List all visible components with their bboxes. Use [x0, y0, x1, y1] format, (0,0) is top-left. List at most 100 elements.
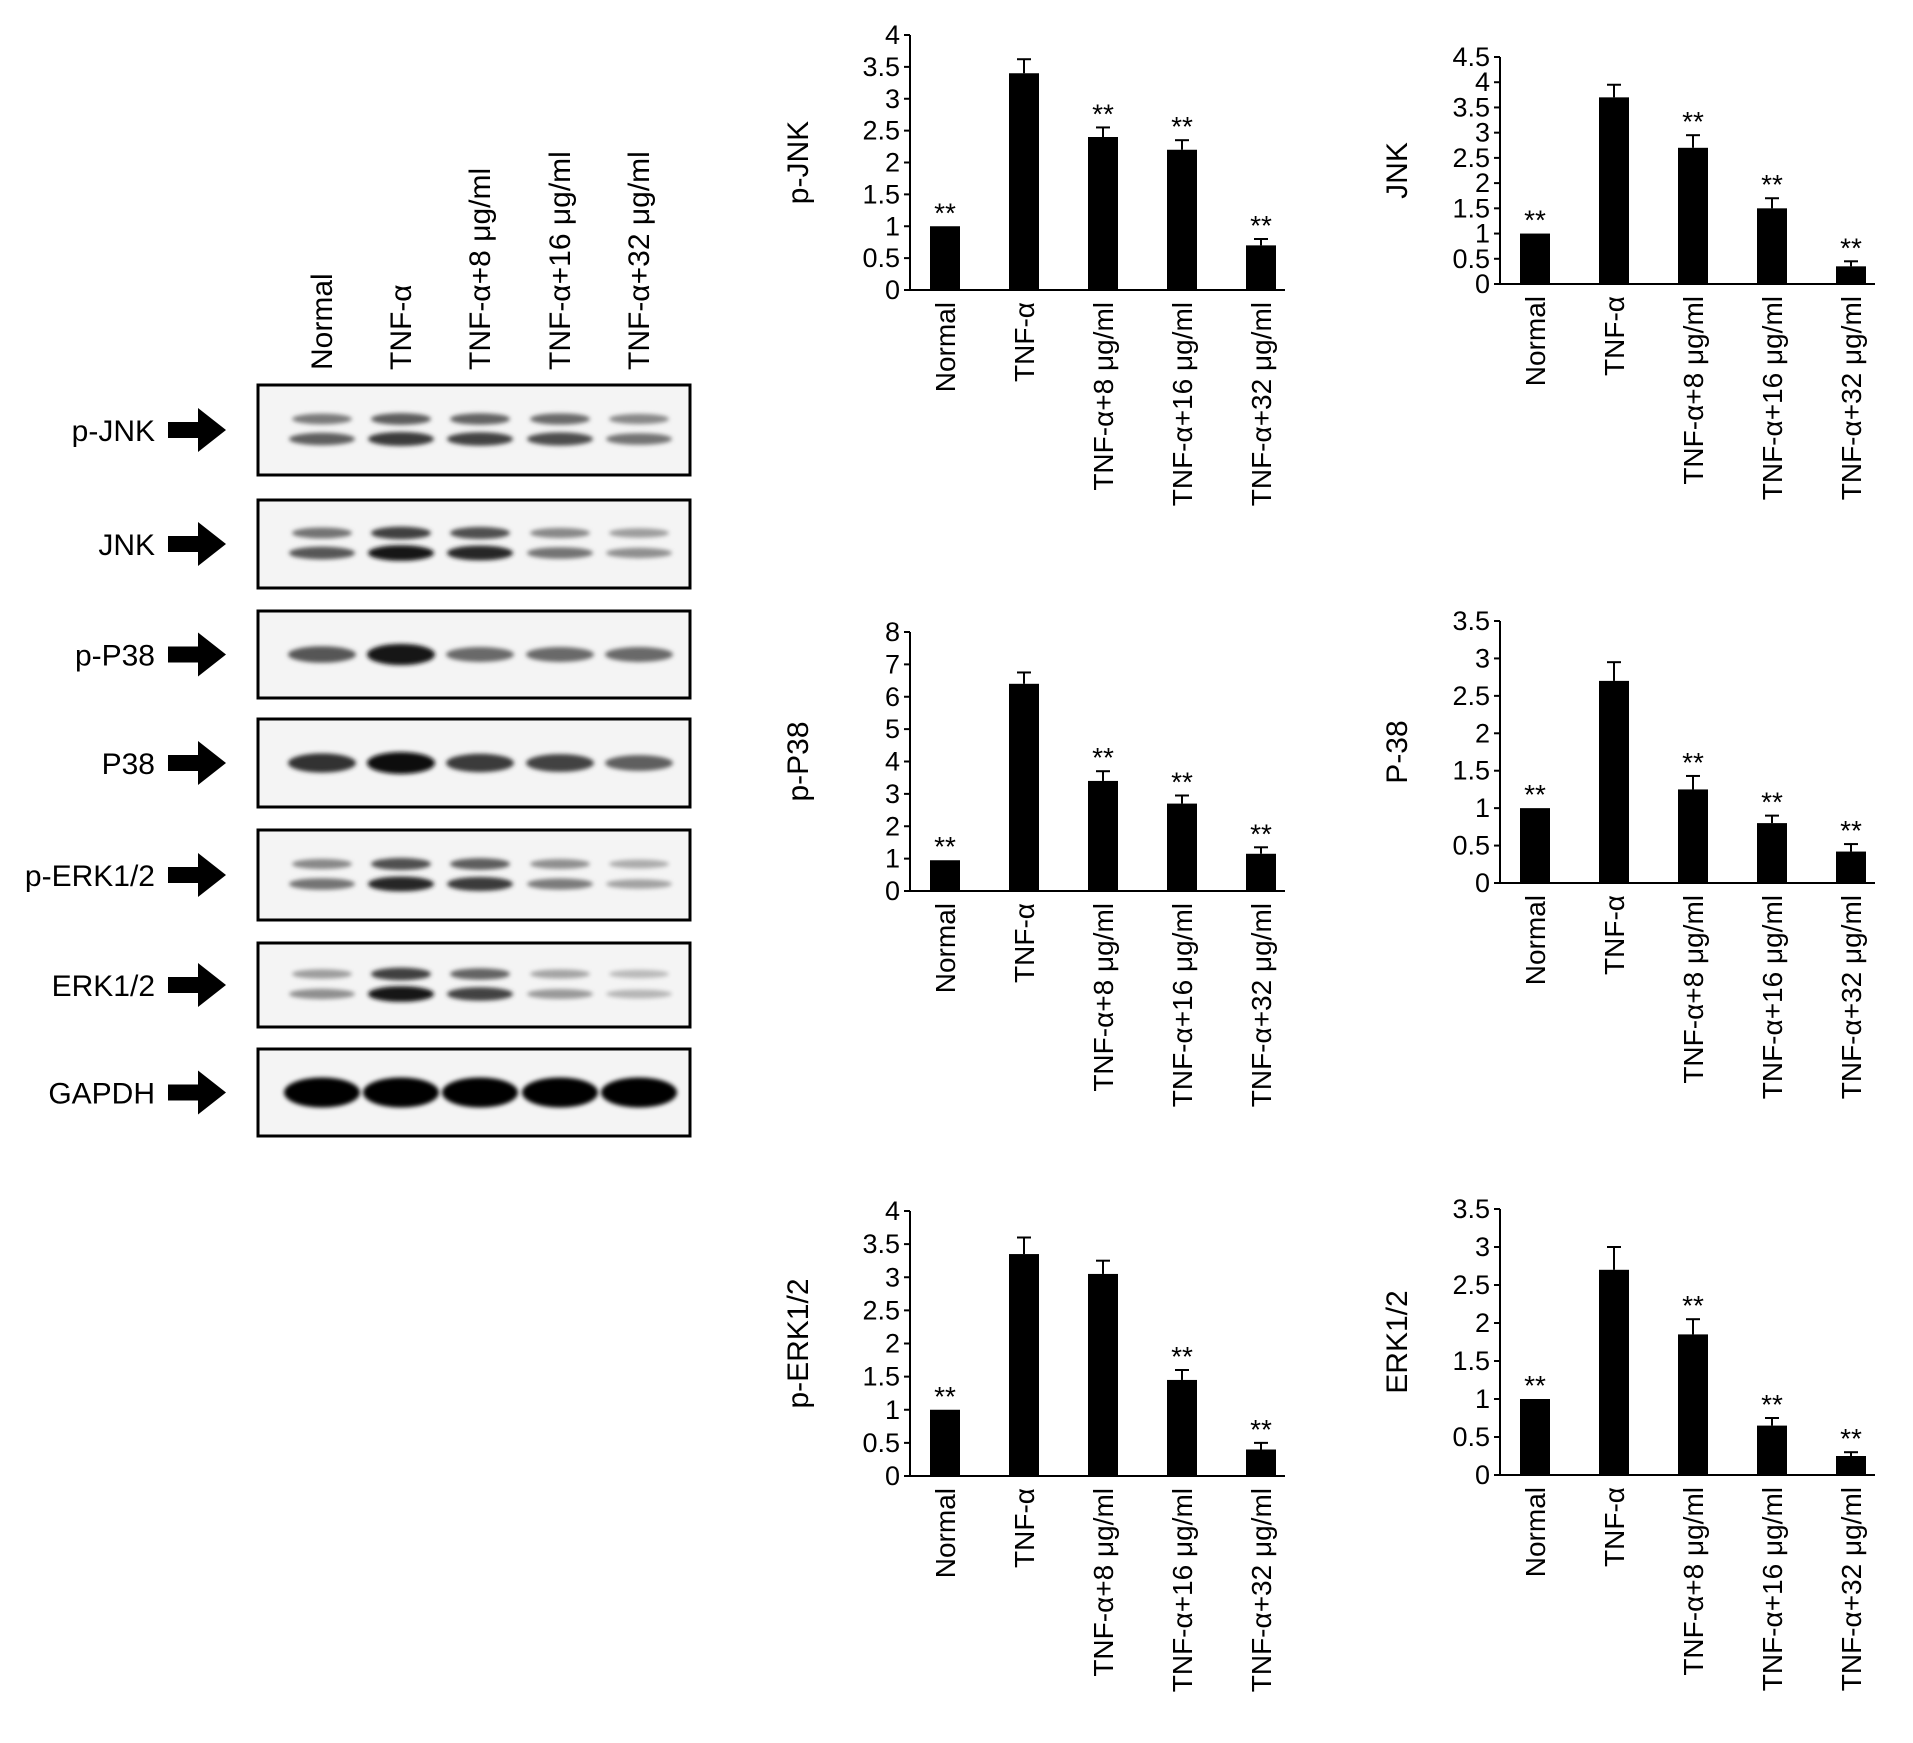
- significance-marker: **: [1682, 1290, 1704, 1321]
- blot-band-upper: [292, 413, 352, 425]
- y-axis-label: p-JNK: [782, 121, 815, 204]
- bar: [1599, 680, 1629, 883]
- y-tick-label: 1.5: [862, 1362, 900, 1392]
- y-tick-label: 2: [1475, 1308, 1490, 1338]
- arrow-right-icon: [168, 963, 226, 1007]
- significance-marker: **: [1092, 98, 1114, 129]
- blot-row: GAPDH: [48, 1047, 692, 1138]
- blot-row-label: p-ERK1/2: [25, 860, 155, 893]
- y-tick-label: 4.5: [1452, 42, 1490, 72]
- significance-marker: **: [1761, 1389, 1783, 1420]
- x-category-label: TNF-α: [1599, 296, 1630, 376]
- y-tick-label: 1.5: [1452, 193, 1490, 223]
- arrow-right-icon: [168, 522, 226, 566]
- blot-lane-label: TNF-α+8 μg/ml: [464, 168, 497, 370]
- blot-band: [367, 643, 435, 666]
- blot-band: [446, 753, 514, 773]
- bar: [1088, 1273, 1118, 1476]
- significance-marker: **: [1524, 1370, 1546, 1401]
- bar-chart: 0 0.5 1 1.5 2 2.5 3 3.5 P-38 ** Normal TNF-α ** TNF-α…: [1381, 606, 1875, 1099]
- bar: [1678, 1334, 1708, 1475]
- blot-band-upper: [292, 527, 352, 539]
- y-tick-label: 2: [885, 1329, 900, 1359]
- bar: [1167, 803, 1197, 891]
- y-tick-label: 0: [885, 876, 900, 906]
- y-tick-label: 2: [1475, 168, 1490, 198]
- blot-band-upper: [530, 859, 590, 869]
- x-category-label: TNF-α+16 μg/ml: [1167, 1488, 1198, 1692]
- arrow-right-icon: [168, 408, 226, 452]
- significance-marker: **: [1682, 747, 1704, 778]
- x-category-label: TNF-α+16 μg/ml: [1167, 302, 1198, 506]
- y-tick-label: 1: [1475, 219, 1490, 249]
- y-tick-label: 3.5: [1452, 606, 1490, 636]
- western-blot-panel: Normal TNF-α TNF-α+8 μg/ml TNF-α+16 μg/ml TN…: [25, 151, 692, 1138]
- blot-band-lower: [368, 545, 434, 561]
- blot-band-upper: [609, 413, 669, 425]
- arrow-right-icon: [168, 1070, 226, 1115]
- y-tick-label: 8: [885, 617, 900, 647]
- blot-band-upper: [292, 969, 352, 979]
- blot-band-lower: [447, 545, 513, 561]
- x-category-label: TNF-α: [1009, 903, 1040, 983]
- blot-lane-label: TNF-α+32 μg/ml: [623, 151, 656, 370]
- y-tick-label: 3.5: [1452, 1194, 1490, 1224]
- blot-row: JNK: [98, 498, 692, 590]
- significance-marker: **: [934, 1381, 956, 1412]
- bar: [1009, 683, 1039, 891]
- blot-row-label: p-P38: [75, 640, 155, 673]
- blot-band-upper: [609, 969, 669, 979]
- blot-band: [522, 1077, 598, 1108]
- y-tick-label: 4: [885, 20, 900, 50]
- blot-band-lower: [447, 432, 513, 446]
- bar-chart: 0 0.5 1 1.5 2 2.5 3 3.5 ERK1/2 ** Normal TNF-α ** TNF…: [1381, 1194, 1875, 1691]
- bar: [1678, 789, 1708, 883]
- x-category-label: TNF-α+8 μg/ml: [1088, 302, 1119, 491]
- blot-band-upper: [530, 527, 590, 539]
- y-tick-label: 3.5: [1452, 92, 1490, 122]
- blot-band-lower: [527, 989, 593, 999]
- blot-band-upper: [450, 858, 510, 870]
- blot-row-label: GAPDH: [48, 1078, 155, 1111]
- x-category-label: TNF-α+8 μg/ml: [1088, 903, 1119, 1092]
- significance-marker: **: [1682, 106, 1704, 137]
- x-category-label: Normal: [930, 1488, 961, 1578]
- y-axis-label: ERK1/2: [1381, 1290, 1414, 1393]
- bar: [1757, 1425, 1787, 1475]
- x-category-label: TNF-α+16 μg/ml: [1167, 903, 1198, 1107]
- blot-row-label: ERK1/2: [52, 970, 155, 1003]
- y-tick-label: 1: [1475, 793, 1490, 823]
- y-tick-label: 2: [885, 811, 900, 841]
- blot-band: [605, 755, 673, 771]
- y-tick-label: 6: [885, 682, 900, 712]
- bar: [1520, 808, 1550, 883]
- blot-lane-label: TNF-α+16 μg/ml: [544, 151, 577, 370]
- blot-band-upper: [450, 526, 510, 540]
- blot-row: p-JNK: [72, 383, 692, 477]
- y-tick-label: 4: [1475, 67, 1490, 97]
- bar: [930, 1409, 960, 1476]
- x-category-label: TNF-α+32 μg/ml: [1246, 302, 1277, 506]
- y-tick-label: 1.5: [862, 179, 900, 209]
- blot-membrane: [256, 828, 692, 922]
- x-category-label: TNF-α+16 μg/ml: [1757, 296, 1788, 500]
- y-tick-label: 4: [885, 1196, 900, 1226]
- y-tick-label: 0.5: [862, 1428, 900, 1458]
- blot-band-upper: [530, 413, 590, 425]
- significance-marker: **: [1840, 815, 1862, 846]
- blot-band-upper: [450, 413, 510, 425]
- significance-marker: **: [1524, 205, 1546, 236]
- y-tick-label: 2.5: [1452, 143, 1490, 173]
- y-tick-label: 2: [885, 148, 900, 178]
- blot-band-upper: [292, 858, 352, 870]
- blot-row-label: JNK: [98, 529, 155, 562]
- x-category-label: Normal: [1520, 1487, 1551, 1577]
- significance-marker: **: [1840, 232, 1862, 263]
- arrow-right-icon: [168, 853, 226, 897]
- y-tick-label: 1: [885, 844, 900, 874]
- bar: [1167, 149, 1197, 290]
- blot-band-lower: [606, 989, 672, 999]
- x-category-label: Normal: [930, 302, 961, 392]
